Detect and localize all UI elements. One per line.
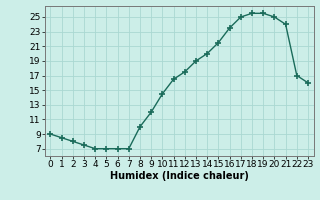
X-axis label: Humidex (Indice chaleur): Humidex (Indice chaleur) (110, 171, 249, 181)
